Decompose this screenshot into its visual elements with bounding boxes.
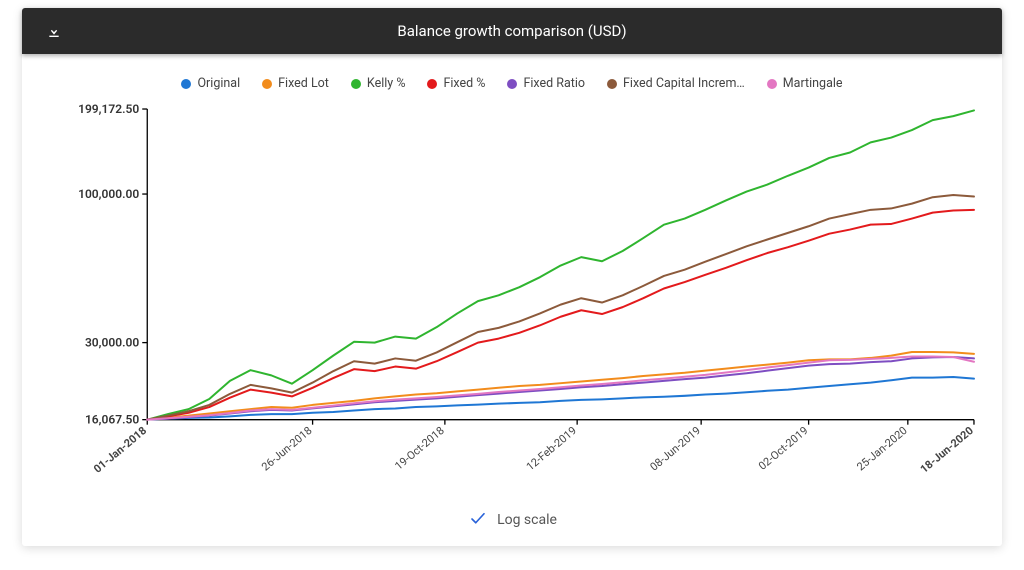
legend-swatch (181, 79, 191, 89)
legend-item[interactable]: Fixed Ratio (507, 76, 585, 91)
svg-text:01-Jan-2018: 01-Jan-2018 (91, 424, 149, 476)
legend-item[interactable]: Fixed Lot (262, 76, 329, 91)
line-chart: 199,172.50 100,000.00 30,000.00 16,067.5001… (32, 99, 984, 500)
legend-item[interactable]: Martingale (767, 76, 843, 91)
legend-item[interactable]: Fixed % (427, 76, 485, 91)
legend-swatch (507, 79, 517, 89)
svg-text:100,000.00: 100,000.00 (78, 187, 139, 201)
legend-swatch (262, 79, 272, 89)
svg-text:30,000.00: 30,000.00 (85, 336, 139, 350)
chart-card: Balance growth comparison (USD) Original… (22, 8, 1002, 546)
legend-label: Fixed % (443, 76, 485, 91)
legend-label: Fixed Ratio (523, 76, 585, 91)
legend-label: Martingale (783, 76, 843, 91)
series-line (147, 110, 974, 419)
legend-label: Fixed Capital Increm… (623, 76, 745, 91)
legend-label: Original (197, 76, 240, 91)
svg-text:26-Jun-2018: 26-Jun-2018 (259, 424, 314, 473)
legend-swatch (607, 79, 617, 89)
svg-text:12-Feb-2019: 12-Feb-2019 (524, 424, 579, 473)
chart-area: 199,172.50 100,000.00 30,000.00 16,067.5001… (22, 99, 1002, 500)
chart-title: Balance growth comparison (USD) (397, 22, 626, 40)
check-icon (467, 510, 489, 528)
svg-text:02-Oct-2019: 02-Oct-2019 (756, 424, 810, 473)
scale-toggle-label: Log scale (497, 512, 557, 528)
legend-swatch (351, 79, 361, 89)
legend-item[interactable]: Original (181, 76, 240, 91)
svg-text:18-Jun-2020: 18-Jun-2020 (918, 424, 976, 476)
legend-swatch (427, 79, 437, 89)
legend: Original Fixed Lot Kelly % Fixed % Fixed Rat… (22, 54, 1002, 99)
svg-text:19-Oct-2018: 19-Oct-2018 (392, 424, 446, 473)
svg-text:199,172.50: 199,172.50 (78, 102, 139, 116)
svg-text:16,067.50: 16,067.50 (85, 413, 139, 427)
legend-item[interactable]: Kelly % (351, 76, 406, 91)
legend-item[interactable]: Fixed Capital Increm… (607, 76, 745, 91)
download-icon-svg (46, 23, 62, 39)
download-icon[interactable] (46, 8, 62, 54)
svg-text:25-Jan-2020: 25-Jan-2020 (854, 424, 909, 473)
legend-swatch (767, 79, 777, 89)
svg-text:08-Jun-2019: 08-Jun-2019 (648, 424, 703, 473)
legend-label: Kelly % (367, 76, 406, 91)
legend-label: Fixed Lot (278, 76, 329, 91)
scale-toggle[interactable]: Log scale (22, 500, 1002, 528)
title-bar: Balance growth comparison (USD) (22, 8, 1002, 54)
